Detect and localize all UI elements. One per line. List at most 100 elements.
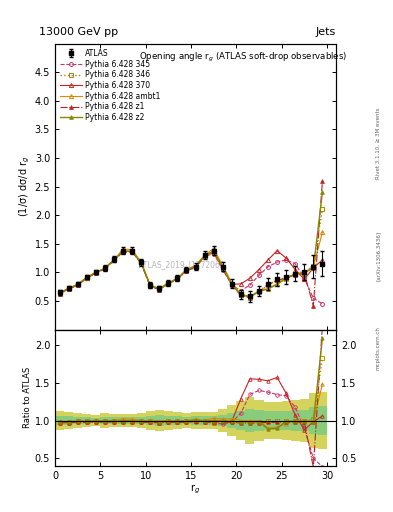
Bar <box>254 400 263 440</box>
Bar <box>282 401 291 440</box>
Bar <box>309 393 318 448</box>
Pythia 6.428 z2 <box>75 282 80 288</box>
Pythia 6.428 z1 <box>230 282 234 288</box>
Pythia 6.428 z1 <box>266 282 270 288</box>
Pythia 6.428 370 <box>202 253 207 259</box>
Bar <box>55 411 64 430</box>
Bar <box>173 416 182 425</box>
Pythia 6.428 345 <box>211 250 216 257</box>
Pythia 6.428 ambt1 <box>239 291 243 297</box>
Pythia 6.428 z1 <box>148 283 152 289</box>
Line: Pythia 6.428 346: Pythia 6.428 346 <box>58 207 324 299</box>
Pythia 6.428 z1 <box>103 266 107 272</box>
Pythia 6.428 370 <box>130 248 134 254</box>
Pythia 6.428 370 <box>293 267 298 273</box>
Bar <box>282 411 291 431</box>
Pythia 6.428 z1 <box>157 287 162 293</box>
Pythia 6.428 346 <box>284 274 288 281</box>
Pythia 6.428 z2 <box>139 260 143 266</box>
Bar <box>291 400 300 441</box>
Pythia 6.428 z1 <box>275 278 279 284</box>
Pythia 6.428 z2 <box>157 286 162 292</box>
Pythia 6.428 346 <box>302 270 307 276</box>
Pythia 6.428 z1 <box>121 249 125 255</box>
Bar <box>155 410 164 431</box>
Bar <box>318 392 327 450</box>
Pythia 6.428 345 <box>166 281 171 287</box>
Line: Pythia 6.428 345: Pythia 6.428 345 <box>58 250 324 306</box>
Pythia 6.428 z1 <box>166 281 171 287</box>
Legend: ATLAS, Pythia 6.428 345, Pythia 6.428 346, Pythia 6.428 370, Pythia 6.428 ambt1,: ATLAS, Pythia 6.428 345, Pythia 6.428 34… <box>59 47 162 123</box>
Pythia 6.428 346 <box>157 286 162 292</box>
Pythia 6.428 346 <box>320 206 325 212</box>
Bar <box>91 415 100 426</box>
Pythia 6.428 346 <box>103 265 107 271</box>
Pythia 6.428 345 <box>220 267 225 273</box>
Pythia 6.428 z2 <box>94 269 98 275</box>
Bar <box>118 414 128 427</box>
Pythia 6.428 346 <box>175 275 180 282</box>
Pythia 6.428 z2 <box>66 285 71 291</box>
Pythia 6.428 346 <box>239 292 243 298</box>
Pythia 6.428 346 <box>248 294 252 300</box>
Bar <box>137 413 146 428</box>
Line: Pythia 6.428 ambt1: Pythia 6.428 ambt1 <box>57 230 325 298</box>
Bar <box>146 416 155 425</box>
Pythia 6.428 345 <box>302 275 307 281</box>
Pythia 6.428 z1 <box>257 289 261 295</box>
Pythia 6.428 z1 <box>139 260 143 266</box>
Pythia 6.428 345 <box>311 295 316 301</box>
Pythia 6.428 345 <box>193 265 198 271</box>
Line: Pythia 6.428 z2: Pythia 6.428 z2 <box>58 190 324 299</box>
Pythia 6.428 346 <box>57 290 62 296</box>
Pythia 6.428 z2 <box>193 263 198 269</box>
Pythia 6.428 ambt1 <box>320 229 325 236</box>
Pythia 6.428 345 <box>57 290 62 296</box>
Pythia 6.428 370 <box>275 248 279 254</box>
Pythia 6.428 z2 <box>112 257 116 263</box>
Pythia 6.428 346 <box>148 283 152 289</box>
Bar <box>218 410 227 432</box>
Pythia 6.428 z2 <box>320 189 325 196</box>
Text: ATLAS_2019_I1772062: ATLAS_2019_I1772062 <box>140 260 226 269</box>
Pythia 6.428 z1 <box>311 303 316 309</box>
Bar <box>109 414 118 426</box>
Pythia 6.428 345 <box>103 266 107 272</box>
Pythia 6.428 ambt1 <box>66 285 71 291</box>
Pythia 6.428 370 <box>57 290 62 296</box>
Pythia 6.428 370 <box>211 248 216 254</box>
Pythia 6.428 ambt1 <box>130 246 134 252</box>
Pythia 6.428 z1 <box>75 282 80 288</box>
Pythia 6.428 345 <box>130 249 134 255</box>
Pythia 6.428 ambt1 <box>293 270 298 276</box>
Pythia 6.428 z1 <box>293 272 298 278</box>
Pythia 6.428 z2 <box>103 265 107 271</box>
Y-axis label: Ratio to ATLAS: Ratio to ATLAS <box>23 367 32 429</box>
Pythia 6.428 ambt1 <box>148 282 152 288</box>
Pythia 6.428 346 <box>139 260 143 266</box>
Bar <box>200 412 209 429</box>
Text: 13000 GeV pp: 13000 GeV pp <box>39 27 118 37</box>
Pythia 6.428 z1 <box>112 258 116 264</box>
Bar <box>209 412 218 429</box>
Bar <box>254 411 263 431</box>
Pythia 6.428 z2 <box>148 283 152 289</box>
Pythia 6.428 ambt1 <box>57 290 62 296</box>
Pythia 6.428 z2 <box>166 280 171 286</box>
Pythia 6.428 370 <box>320 257 325 263</box>
Pythia 6.428 370 <box>257 267 261 273</box>
Bar <box>245 409 254 432</box>
Pythia 6.428 z1 <box>202 253 207 260</box>
Text: Opening angle r$_g$ (ATLAS soft-drop observables): Opening angle r$_g$ (ATLAS soft-drop obs… <box>140 51 347 64</box>
Bar <box>200 416 209 424</box>
Pythia 6.428 z2 <box>266 286 270 292</box>
Pythia 6.428 ambt1 <box>75 282 80 288</box>
Pythia 6.428 z1 <box>66 286 71 292</box>
Pythia 6.428 ambt1 <box>94 269 98 275</box>
Bar <box>263 411 273 430</box>
Pythia 6.428 345 <box>75 282 80 288</box>
Pythia 6.428 370 <box>266 257 270 263</box>
Bar <box>164 416 173 425</box>
Pythia 6.428 z2 <box>293 271 298 277</box>
Pythia 6.428 345 <box>139 260 143 266</box>
